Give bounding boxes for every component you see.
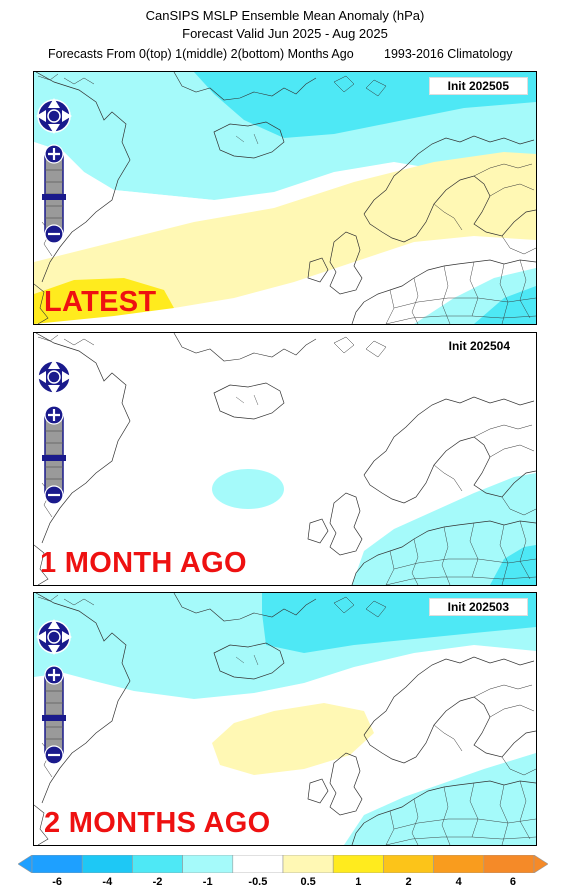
map-nav-controls[interactable] [34,333,74,513]
init-label: Init 202503 [428,598,528,616]
init-label: Init 202505 [428,77,528,95]
map-title: CanSIPS MSLP Ensemble Mean Anomaly (hPa) [145,8,425,23]
colorbar-segment [483,855,535,873]
colorbar-segment [282,855,334,873]
anomaly-colorbar [18,855,548,873]
colorbar-segment [182,855,234,873]
colorbar-tick-label: 6 [509,876,516,888]
forecasts-from-subtitle: Forecasts From 0(top) 1(middle) 2(bottom… [48,47,354,61]
anomaly-map-2-months-ago[interactable] [34,593,536,845]
init-label: Init 202504 [430,338,528,354]
climatology-subtitle: 1993-2016 Climatology [384,47,513,61]
map-nav-controls[interactable] [34,72,74,252]
panel-tag-2-months-ago: 2 MONTHS AGO [44,807,271,839]
colorbar-segment [383,855,434,873]
colorbar-segment [31,855,83,873]
map-panel-latest[interactable]: Init 202505 LATEST [33,71,537,325]
colorbar-tick-label: -0.5 [248,876,268,888]
colorbar-right-arrow [533,855,548,873]
colorbar-tick-label: 4 [455,876,462,888]
colorbar-segment [332,855,384,873]
colorbar-tick-label: 1 [355,876,362,888]
colorbar-segment [132,855,183,873]
colorbar-tick-label: -1 [202,876,213,888]
colorbar-segment [81,855,133,873]
colorbar-segment [433,855,485,873]
forecast-valid-subtitle: Forecast Valid Jun 2025 - Aug 2025 [182,26,388,41]
colorbar-tick-label: -4 [102,876,113,888]
colorbar-tick-label: 0.5 [300,876,316,888]
map-panel-2-months-ago[interactable]: Init 202503 2 MONTHS AGO [33,592,537,846]
colorbar-segment [232,855,284,873]
anomaly-map-1-month-ago[interactable] [34,333,536,585]
colorbar-tick-label: 2 [405,876,412,888]
colorbar-tick-label: -6 [52,876,62,888]
map-panel-1-month-ago[interactable]: Init 202504 1 MONTH AGO [33,332,537,586]
map-nav-controls[interactable] [34,593,74,773]
colorbar-left-arrow [18,855,33,873]
panel-tag-1-month-ago: 1 MONTH AGO [40,547,247,579]
panel-tag-latest: LATEST [44,286,157,318]
colorbar-tick-label: -2 [152,876,163,888]
